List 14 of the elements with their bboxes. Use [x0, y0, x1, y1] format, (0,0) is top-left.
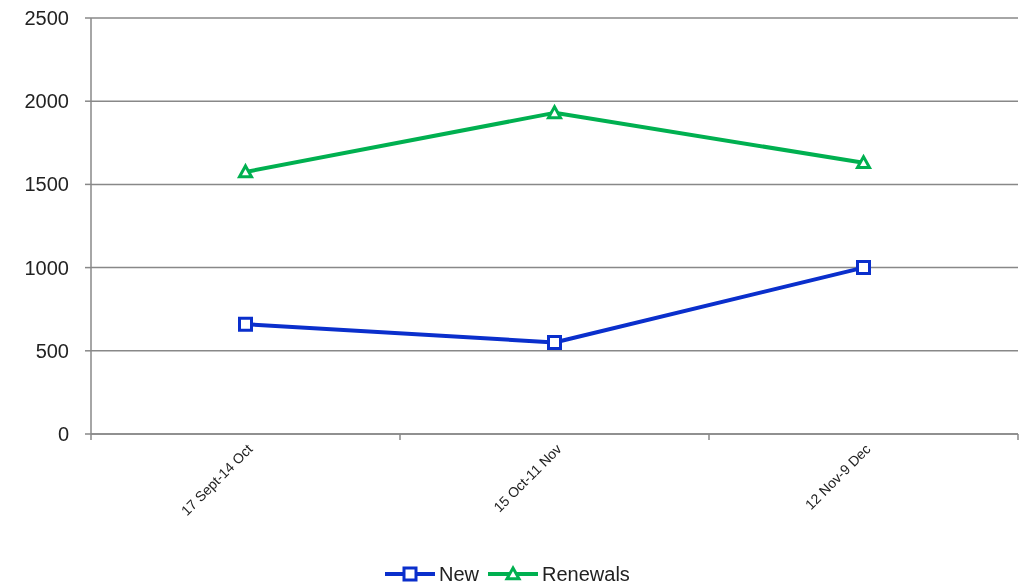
legend-label: New: [439, 563, 480, 585]
point: [856, 260, 871, 276]
legend-label: Renewals: [542, 563, 630, 585]
point: [856, 155, 871, 170]
y-tick-label: 1500: [24, 173, 69, 196]
y-tick-label: 500: [35, 339, 69, 362]
point: [238, 164, 253, 179]
point: [547, 334, 562, 350]
y-tick-label: 2000: [24, 90, 69, 113]
y-tick-label: 2500: [24, 7, 69, 29]
y-tick-label: 0: [57, 423, 69, 445]
point: [238, 316, 253, 332]
point: [547, 105, 562, 120]
y-tick-label: 1000: [24, 256, 69, 279]
